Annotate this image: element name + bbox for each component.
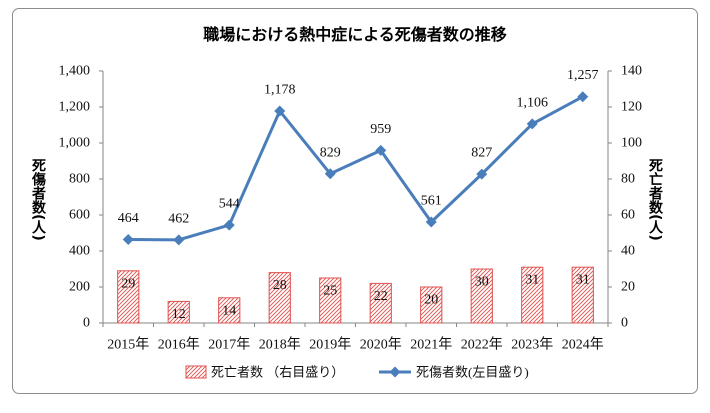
casualties-point-diamond — [476, 168, 488, 180]
y-left-tick-label: 600 — [69, 208, 90, 223]
deaths-bar-data-label: 31 — [576, 273, 590, 288]
casualties-data-label: 464 — [118, 211, 139, 226]
casualties-point-diamond — [122, 233, 134, 245]
deaths-bar-data-label: 31 — [525, 273, 539, 288]
deaths-bar — [521, 266, 544, 324]
casualties-point-diamond — [577, 91, 589, 103]
casualties-data-label: 544 — [219, 197, 240, 212]
casualties-point-diamond — [375, 144, 387, 156]
casualties-data-label: 827 — [471, 146, 492, 161]
casualties-line-series — [122, 91, 589, 246]
y-left-tick-label: 0 — [83, 316, 90, 331]
deaths-bar — [319, 277, 342, 324]
casualties-data-label: 561 — [421, 194, 442, 209]
y-right-tick-label: 20 — [621, 280, 635, 295]
deaths-bar — [117, 270, 140, 324]
y-right-tick-label: 0 — [621, 316, 628, 331]
x-tick-label: 2015年 — [107, 337, 149, 353]
chart-border — [12, 8, 698, 394]
deaths-bar-data-label: 29 — [121, 276, 135, 291]
casualties-point-diamond — [173, 234, 185, 246]
data-labels: 29 12 14 28 25 22 20 30 31 31 464 462 544 1,178 829 959… — [118, 68, 599, 322]
x-tick-label: 2020年 — [360, 337, 402, 353]
legend-diamond-marker-icon — [389, 366, 401, 378]
legend-label-casualties: 死傷者数(左目盛り) — [416, 365, 529, 380]
x-tick-label: 2017年 — [208, 337, 250, 353]
y-right-tick-label: 120 — [621, 100, 642, 115]
y-right-tick-label: 80 — [621, 172, 635, 187]
deaths-bar-data-label: 12 — [172, 307, 186, 322]
x-tick-label: 2024年 — [562, 337, 604, 353]
deaths-bar — [571, 266, 594, 324]
y-left-tick-label: 800 — [69, 172, 90, 187]
casualties-data-label: 959 — [370, 122, 391, 137]
deaths-bar-data-label: 28 — [273, 278, 287, 293]
x-tick-label: 2022年 — [461, 337, 503, 353]
x-tick-label: 2019年 — [309, 337, 351, 353]
casualties-point-diamond — [223, 219, 235, 231]
y-left-tick-label: 1,200 — [59, 100, 91, 115]
axis-ticks: 0 200 400 600 800 1,000 1,200 1,400 0 20 40 60 80 100… — [59, 64, 643, 353]
casualties-point-diamond — [425, 216, 437, 228]
y-right-tick-label: 60 — [621, 208, 635, 223]
y-axis-right-title: 死亡者数(人) — [647, 158, 663, 241]
casualties-data-label: 829 — [320, 145, 341, 160]
casualties-data-label: 1,106 — [517, 95, 549, 110]
y-left-tick-label: 1,400 — [59, 64, 91, 79]
x-tick-label: 2018年 — [259, 337, 301, 353]
x-tick-label: 2016年 — [158, 337, 200, 353]
casualties-data-label: 1,257 — [567, 68, 599, 83]
chart-title: 職場における熱中症による死傷者数の推移 — [203, 25, 507, 44]
x-tick-label: 2023年 — [511, 337, 553, 353]
deaths-bar-data-label: 25 — [323, 284, 337, 299]
deaths-bars — [117, 266, 594, 324]
casualties-point-diamond — [526, 118, 538, 130]
deaths-bar — [268, 272, 291, 324]
casualties-data-label: 462 — [168, 211, 189, 226]
y-right-tick-label: 140 — [621, 64, 642, 79]
y-right-tick-label: 100 — [621, 136, 642, 151]
legend-label-deaths: 死亡者数 （右目盛り） — [211, 365, 344, 380]
y-right-tick-label: 40 — [621, 244, 635, 259]
y-left-tick-label: 1,000 — [59, 136, 91, 151]
legend: 死亡者数 （右目盛り） 死傷者数(左目盛り) — [185, 365, 529, 380]
deaths-bar — [218, 297, 241, 324]
deaths-bar — [470, 268, 493, 324]
casualties-point-diamond — [274, 105, 286, 117]
deaths-bar-data-label: 22 — [374, 289, 388, 304]
deaths-bar-data-label: 14 — [222, 303, 236, 318]
casualties-data-label: 1,178 — [264, 82, 296, 97]
y-left-tick-label: 200 — [69, 280, 90, 295]
deaths-bar — [369, 282, 392, 324]
deaths-bar-data-label: 30 — [475, 275, 489, 290]
y-axis-left-title: 死傷者数(人) — [30, 158, 46, 241]
deaths-bar — [420, 286, 443, 324]
x-tick-label: 2021年 — [410, 337, 452, 353]
deaths-bar-data-label: 20 — [424, 293, 438, 308]
casualties-line — [128, 95, 584, 242]
deaths-bar — [167, 300, 190, 324]
y-left-tick-label: 400 — [69, 244, 90, 259]
legend-swatch-deaths-bar — [185, 365, 207, 379]
casualties-point-diamond — [324, 168, 336, 180]
